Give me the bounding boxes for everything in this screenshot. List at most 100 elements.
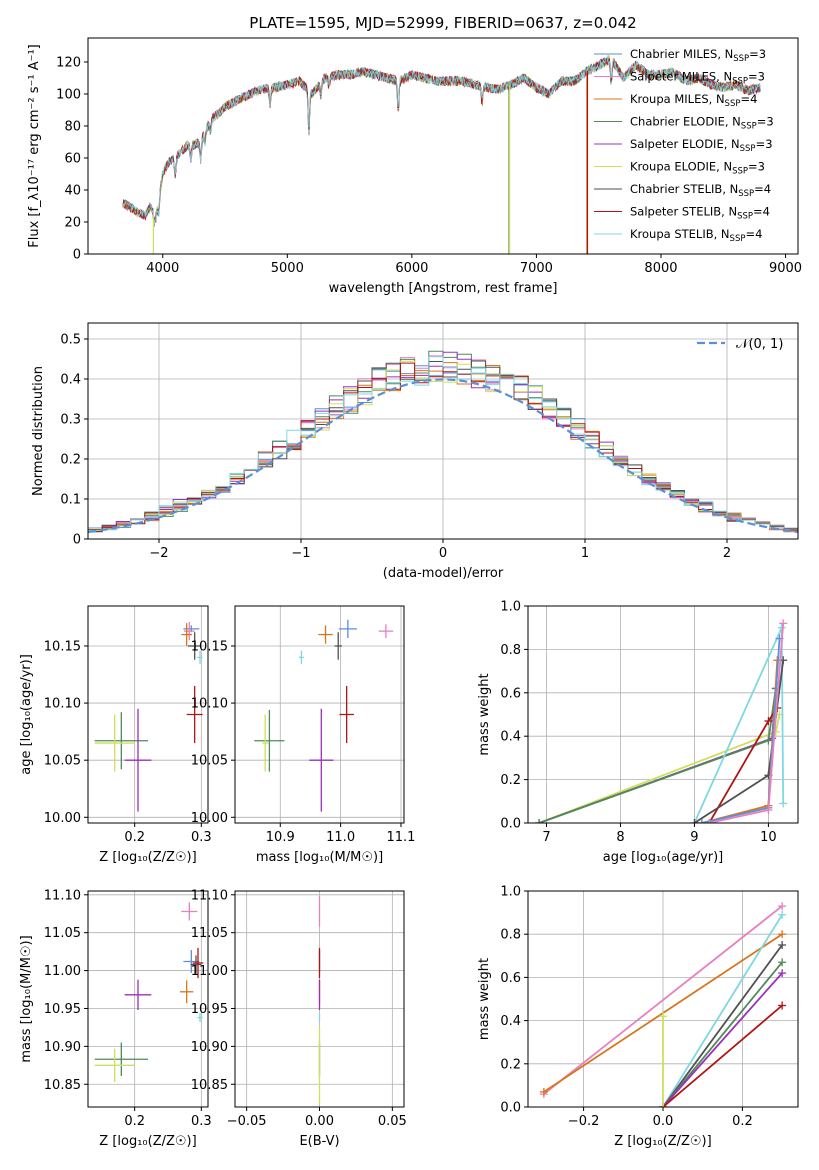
mass-weight-marker	[764, 736, 773, 745]
errorbar-point-kroupa-stelib	[197, 1013, 203, 1023]
legend-entry: Salpeter STELIB, NSSP=4	[630, 205, 770, 222]
legend-entry-sub: SSP	[732, 167, 748, 177]
errorbar-point-chabrier-stelib	[190, 955, 202, 974]
legend-entry-suffix: =4	[753, 205, 770, 219]
mass-weight-line-salpeter-stelib	[662, 1004, 783, 1107]
y-tick-label: 0.4	[500, 730, 521, 745]
mass-weight-marker	[779, 619, 788, 628]
x-tick-label: 0.2	[732, 1114, 753, 1129]
legend-entry-text: Salpeter ELODIE, N	[630, 137, 740, 151]
legend-entry-sub: SSP	[737, 212, 753, 222]
legend-entry-sub: SSP	[738, 189, 754, 199]
x-tick-label: 8000	[644, 261, 677, 276]
legend-entry-suffix: =4	[745, 227, 762, 241]
x-tick-label: 0	[439, 546, 447, 561]
x-tick-label: 0.3	[191, 830, 212, 845]
x-tick-label: 9000	[769, 261, 802, 276]
mass-weight-line-salpeter-elodie	[538, 688, 777, 823]
errorbar-point-kroupa-stelib	[298, 650, 304, 665]
errorbar-point-chabrier-miles	[338, 619, 357, 638]
x-tick-label: −1	[291, 546, 310, 561]
spectrum-series-kroupa-stelib	[122, 56, 761, 227]
axes-frame	[87, 37, 799, 255]
mass-weight-marker	[779, 799, 788, 808]
y-tick-label: 40	[64, 184, 81, 199]
y-tick-label: 11.05	[44, 926, 81, 941]
axes-frame	[87, 322, 799, 540]
errorbar-point-kroupa-miles	[181, 623, 192, 646]
errorbar-point-salpeter-miles	[378, 624, 394, 638]
x-tick-label: 0.3	[191, 1114, 212, 1129]
y-tick-label: 0.2	[500, 1057, 521, 1072]
mass-weight-marker	[777, 623, 786, 632]
x-axis-label: E(B-V)	[299, 1134, 339, 1149]
y-tick-label: 11.00	[44, 964, 81, 979]
legend-entry-suffix: =3	[748, 160, 765, 174]
mass-weight-marker	[778, 902, 787, 911]
legend-entry-text: Kroupa STELIB, N	[630, 227, 730, 241]
x-axis-label: age [log₁₀(age/yr)]	[603, 850, 724, 865]
panel-age-vs-mass: 10.9 11.0 11.1 10.00 10.05 10.10 10.15 mass [lo…	[191, 605, 415, 865]
mass-weight-marker	[778, 1001, 787, 1010]
plot-area	[254, 619, 394, 812]
x-tick-label: 0.05	[378, 1114, 407, 1129]
axes-frame	[87, 605, 209, 824]
errorbar-point-salpeter-stelib	[192, 947, 204, 979]
legend-entry-sub: SSP	[733, 54, 749, 64]
legend-entry-suffix: =3	[749, 47, 766, 61]
legend-entry-text: Salpeter STELIB, N	[630, 205, 737, 219]
gaussian-reference-curve	[88, 378, 798, 534]
errorbar-point-salpeter-elodie	[309, 708, 334, 812]
x-axis-label: (data-model)/error	[383, 566, 504, 581]
y-tick-label: 1.0	[500, 885, 521, 900]
legend-entry-sub: SSP	[732, 77, 748, 87]
axes-frame	[234, 890, 405, 1108]
x-axis-label: Z [log₁₀(Z/Z☉)]	[614, 1134, 711, 1149]
legend-entry: Chabrier MILES, NSSP=3	[630, 47, 766, 64]
x-tick-label: −0.2	[568, 1114, 600, 1129]
panel-mass-vs-EBV: −0.05 0.00 0.05 10.85 10.90 10.95 11.00 11.05 11…	[191, 888, 407, 1149]
legend-entry-suffix: =3	[757, 115, 774, 129]
chart-title: PLATE=1595, MJD=52999, FIBERID=0637, z=0…	[249, 14, 636, 32]
y-tick-label: 11.10	[44, 888, 81, 903]
errorbar-point-chabrier-stelib	[188, 632, 202, 660]
legend-entry-text: Chabrier MILES, N	[630, 47, 733, 61]
legend-entry-suffix: =4	[740, 92, 757, 106]
x-axis-label: Z [log₁₀(Z/Z☉)]	[99, 1134, 196, 1149]
legend-entry-text: Chabrier STELIB, N	[630, 182, 738, 196]
y-tick-label: 10.90	[44, 1040, 81, 1055]
mass-weight-marker	[778, 930, 787, 939]
axes-frame	[527, 890, 799, 1108]
panel-age-vs-Z: 0.2 0.3 10.00 10.05 10.10 10.15 Z [log₁₀(Z/Z☉)…	[19, 605, 212, 865]
y-axis-label: mass weight	[477, 673, 492, 755]
legend-entry: Chabrier ELODIE, NSSP=3	[630, 115, 774, 132]
y-tick-label: 10.05	[191, 754, 228, 769]
mass-weight-marker	[697, 819, 706, 823]
legend-entry: Kroupa STELIB, NSSP=4	[630, 227, 762, 244]
x-axis-label: Z [log₁₀(Z/Z☉)]	[99, 850, 196, 865]
y-tick-label: 10.00	[191, 811, 228, 826]
plot-area	[94, 902, 204, 1082]
y-tick-label: 0.8	[500, 928, 521, 943]
mass-weight-line-kroupa-elodie	[538, 714, 781, 823]
x-tick-label: 5000	[271, 261, 304, 276]
plot-area	[539, 902, 787, 1107]
legend-entry: 𝒩(0, 1)	[736, 337, 783, 352]
mass-weight-marker	[705, 819, 714, 823]
y-tick-label: 100	[56, 88, 81, 103]
mass-weight-line-chabrier-miles	[701, 638, 781, 823]
legend-entry-text: Salpeter MILES, N	[630, 70, 732, 84]
panel-residuals: −2 −1 0 1 2 0 0.1 0.2 0.3 0.4 0.5 (data-model)/erro…	[31, 322, 799, 581]
x-tick-label: 11.0	[326, 830, 355, 845]
panel-mass-vs-Z: 0.2 0.3 10.85 10.90 10.95 11.00 11.05 11.10 Z [l…	[19, 888, 212, 1149]
y-tick-label: 0.4	[60, 373, 81, 388]
mass-weight-marker	[690, 819, 699, 823]
mass-weight-line-salpeter-miles	[709, 623, 785, 823]
x-tick-label: 0.0	[653, 1114, 674, 1129]
y-tick-label: 60	[64, 152, 81, 167]
legend-entry-sub: SSP	[741, 122, 757, 132]
y-tick-label: 10.85	[44, 1078, 81, 1093]
x-axis-label: mass [log₁₀(M/M☉)]	[256, 850, 383, 865]
mass-weight-marker	[764, 805, 773, 814]
y-tick-label: 10.10	[191, 697, 228, 712]
